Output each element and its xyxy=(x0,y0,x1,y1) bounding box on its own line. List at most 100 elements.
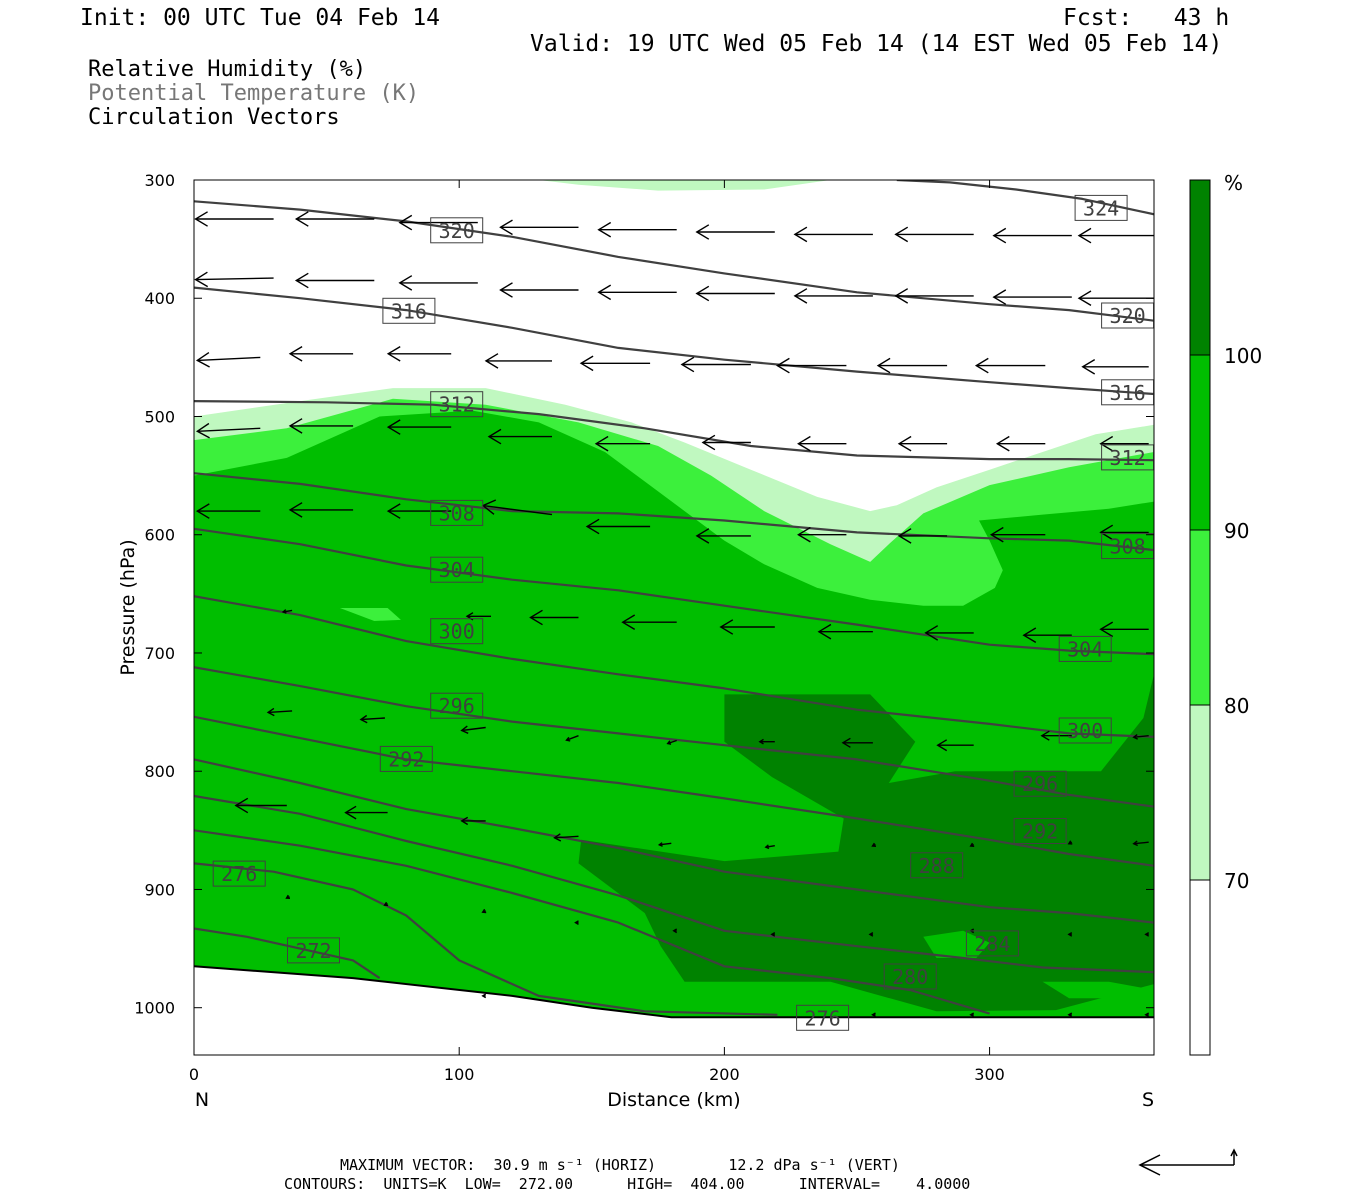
vector-head xyxy=(281,609,287,614)
circulation-vector xyxy=(359,714,385,724)
circulation-vector xyxy=(195,503,261,519)
circulation-vector xyxy=(871,1012,876,1018)
y-tick-label: 600 xyxy=(144,526,175,545)
vector-head xyxy=(1077,227,1092,244)
contour-label-box xyxy=(430,692,484,719)
vector-head xyxy=(386,419,401,435)
circulation-vector xyxy=(897,435,948,452)
contour-label-box xyxy=(430,499,484,526)
vector-shaft xyxy=(659,842,672,846)
circulation-vector xyxy=(383,901,389,907)
theta-contour-300 xyxy=(194,595,1154,738)
contour-label-text: 284 xyxy=(974,932,1010,956)
circulation-vector xyxy=(1144,1012,1150,1018)
vector-shaft xyxy=(268,710,293,714)
title-potential-temperature: Potential Temperature (K) xyxy=(88,81,420,106)
contour-label: 320 xyxy=(430,217,484,244)
contour-label-text: 272 xyxy=(295,939,331,963)
circulation-vector xyxy=(529,609,579,626)
contour-label-layer: 324 320 320 316 316 312 312 308 308 304 304 300 300 2… xyxy=(212,194,1155,1031)
contour-label-box xyxy=(796,1004,850,1031)
contour-label-text: 312 xyxy=(439,393,475,417)
contour-label-box xyxy=(910,852,964,879)
circulation-vector xyxy=(992,227,1072,244)
vector-head xyxy=(487,428,502,445)
circulation-vector xyxy=(597,284,677,301)
circulation-vector xyxy=(876,357,948,374)
circulation-vector xyxy=(1067,840,1073,845)
title-relative-humidity: Relative Humidity (%) xyxy=(88,57,367,82)
circulation-vector xyxy=(1040,730,1072,741)
contour-label: 308 xyxy=(1101,533,1155,560)
init-time: Init: 00 UTC Tue 04 Feb 14 xyxy=(80,5,441,31)
theta-contour-320 xyxy=(194,200,1154,322)
plot-frame xyxy=(193,179,1155,1056)
vector-head xyxy=(992,289,1007,305)
theta-contour-276 xyxy=(194,862,778,1016)
vector-head xyxy=(484,353,499,369)
vector-shaft xyxy=(1133,841,1149,845)
x-end-label-left: N xyxy=(195,1089,209,1111)
vector-head xyxy=(969,1012,975,1018)
vector-head xyxy=(1040,730,1050,741)
vector-head xyxy=(995,435,1010,452)
vector-head xyxy=(386,345,401,362)
theta-contour-316 xyxy=(194,286,1154,396)
terrain-layer xyxy=(193,965,1154,1055)
contour-label-text: 320 xyxy=(1110,304,1146,328)
contour-label-text: 308 xyxy=(1110,535,1146,559)
contour-label-box xyxy=(1013,770,1067,797)
contour-label: 272 xyxy=(287,937,340,964)
y-tick-label: 900 xyxy=(144,880,175,899)
vector-head xyxy=(897,435,912,452)
circulation-vector xyxy=(579,355,651,372)
vector-shaft xyxy=(195,277,274,281)
circulation-vector xyxy=(594,435,651,452)
y-tick-label: 700 xyxy=(144,644,175,663)
vector-head xyxy=(797,526,811,543)
vector-head xyxy=(565,736,571,742)
vector-shaft xyxy=(554,835,579,839)
contour-label: 304 xyxy=(430,556,484,583)
vector-layer xyxy=(194,211,1154,1018)
circulation-vector xyxy=(841,737,873,748)
circulation-vector xyxy=(294,211,375,227)
vector-head xyxy=(344,805,357,820)
vector-shaft xyxy=(566,735,579,741)
contour-label-text: 320 xyxy=(439,219,475,243)
circulation-vector xyxy=(194,271,274,288)
contour-label: 296 xyxy=(1013,770,1067,797)
contour-label-box xyxy=(1013,818,1067,844)
vector-head xyxy=(992,227,1007,244)
theta-contour-layer xyxy=(194,180,1154,1016)
circulation-vector xyxy=(195,422,261,439)
rh-region-70 xyxy=(538,180,831,191)
contour-label: 316 xyxy=(1101,379,1155,406)
circulation-vector xyxy=(398,214,478,231)
vector-shaft xyxy=(461,726,486,732)
vector-head xyxy=(195,422,210,439)
contour-label: 304 xyxy=(1058,635,1112,662)
vector-head xyxy=(579,355,594,372)
vector-head xyxy=(817,623,832,640)
circulation-vector xyxy=(770,931,776,937)
circulation-vector xyxy=(1067,1012,1073,1018)
contour-label-text: 300 xyxy=(439,620,475,644)
vector-head xyxy=(974,357,989,374)
circulation-vector xyxy=(992,289,1072,305)
rh-region-90 xyxy=(923,930,990,958)
theta-contour-308 xyxy=(194,472,1154,552)
y-tick-label: 400 xyxy=(144,289,175,308)
circulation-vector xyxy=(793,226,873,243)
forecast-hour: Fcst: 43 h xyxy=(1063,5,1230,31)
contour-label-text: 292 xyxy=(1022,820,1058,844)
theta-contour-324 xyxy=(896,180,1154,216)
vector-head xyxy=(666,740,672,745)
colorbar-tick-label: 100 xyxy=(1224,344,1262,368)
vector-head xyxy=(266,707,275,717)
vector-head xyxy=(499,219,513,236)
circulation-vector xyxy=(924,625,974,641)
terrain-fill xyxy=(194,966,1154,1055)
vector-head xyxy=(594,435,609,452)
